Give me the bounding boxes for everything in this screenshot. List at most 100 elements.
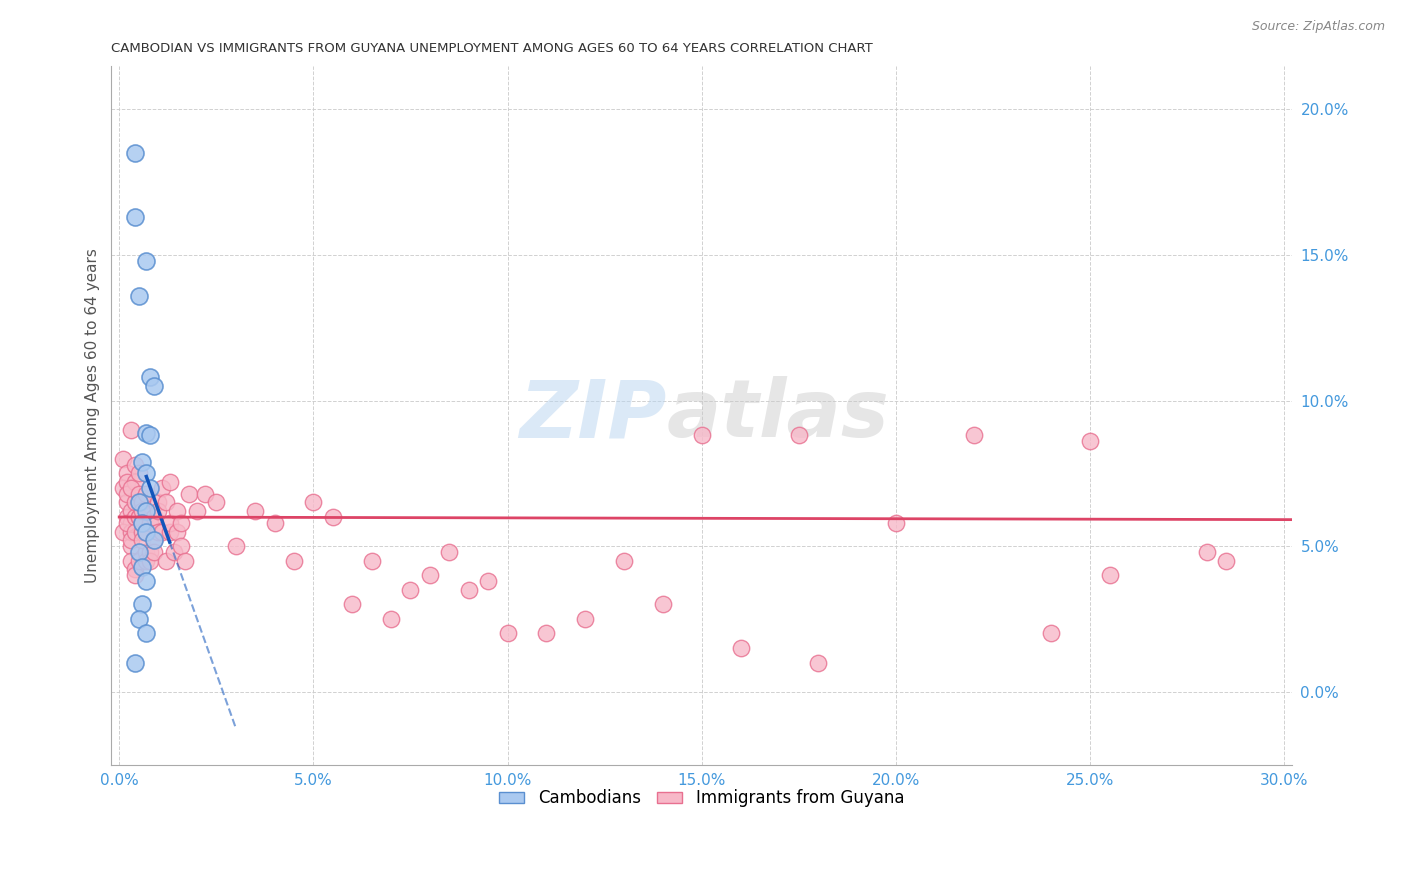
Point (962, 428, 984, 442)
Text: Source: ZipAtlas.com: Source: ZipAtlas.com (1251, 20, 1385, 33)
Point (360, 554, 382, 568)
Point (174, 554, 197, 568)
Point (159, 516, 181, 530)
Point (166, 504, 188, 518)
Point (574, 612, 596, 626)
Text: atlas: atlas (666, 376, 889, 454)
Point (115, 495, 138, 509)
Point (225, 539, 247, 553)
Point (143, 510, 166, 524)
Y-axis label: Unemployment Among Ages 60 to 64 years: Unemployment Among Ages 60 to 64 years (86, 248, 100, 582)
Point (128, 545, 150, 559)
Text: ZIP: ZIP (519, 376, 666, 454)
Point (131, 516, 153, 530)
Point (115, 486, 138, 500)
Point (787, 428, 810, 442)
Point (205, 495, 228, 509)
Point (496, 626, 519, 640)
Point (128, 510, 150, 524)
Point (166, 524, 188, 539)
Point (884, 516, 907, 530)
Point (155, 554, 177, 568)
Point (613, 554, 636, 568)
Point (139, 481, 162, 495)
Point (536, 626, 558, 640)
Point (124, 524, 146, 539)
Point (115, 510, 138, 524)
Point (150, 524, 173, 539)
Point (380, 612, 402, 626)
Point (186, 504, 208, 518)
Point (135, 524, 157, 539)
Point (139, 370, 162, 384)
Point (143, 379, 166, 393)
Legend: Cambodians, Immigrants from Guyana: Cambodians, Immigrants from Guyana (491, 780, 912, 815)
Point (124, 562, 146, 576)
Point (139, 428, 162, 442)
Point (139, 545, 162, 559)
Point (399, 582, 422, 597)
Point (131, 524, 153, 539)
Point (120, 481, 142, 495)
Point (439, 545, 461, 559)
Point (135, 486, 157, 500)
Point (120, 504, 142, 518)
Point (1040, 626, 1063, 640)
Point (128, 510, 150, 524)
Point (131, 516, 153, 530)
Point (143, 545, 166, 559)
Point (135, 574, 157, 588)
Point (120, 554, 142, 568)
Point (124, 475, 146, 489)
Point (128, 486, 150, 500)
Point (135, 626, 157, 640)
Point (120, 423, 142, 437)
Point (139, 516, 162, 530)
Point (1098, 568, 1121, 582)
Point (170, 516, 193, 530)
Point (651, 598, 673, 612)
Point (159, 475, 181, 489)
Point (135, 253, 157, 268)
Point (135, 545, 157, 559)
Point (1195, 545, 1218, 559)
Point (124, 656, 146, 670)
Point (112, 524, 135, 539)
Point (1215, 554, 1237, 568)
Point (135, 467, 157, 481)
Point (131, 504, 153, 518)
Point (120, 516, 142, 530)
Point (128, 495, 150, 509)
Point (150, 481, 173, 495)
Point (283, 554, 305, 568)
Point (131, 598, 153, 612)
Point (342, 598, 364, 612)
Point (124, 495, 146, 509)
Point (124, 568, 146, 582)
Point (1078, 434, 1101, 449)
Point (131, 559, 153, 574)
Point (322, 510, 344, 524)
Point (124, 210, 146, 224)
Point (120, 524, 142, 539)
Text: CAMBODIAN VS IMMIGRANTS FROM GUYANA UNEMPLOYMENT AMONG AGES 60 TO 64 YEARS CORRE: CAMBODIAN VS IMMIGRANTS FROM GUYANA UNEM… (111, 42, 873, 54)
Point (730, 640, 752, 655)
Point (146, 524, 169, 539)
Point (120, 533, 142, 548)
Point (128, 467, 150, 481)
Point (131, 495, 153, 509)
Point (146, 495, 169, 509)
Point (112, 481, 135, 495)
Point (263, 516, 285, 530)
Point (139, 554, 162, 568)
Point (170, 539, 193, 553)
Point (477, 574, 499, 588)
Point (131, 533, 153, 548)
Point (143, 533, 166, 548)
Point (162, 545, 184, 559)
Point (177, 486, 200, 500)
Point (128, 288, 150, 302)
Point (146, 504, 169, 518)
Point (155, 495, 177, 509)
Point (690, 428, 713, 442)
